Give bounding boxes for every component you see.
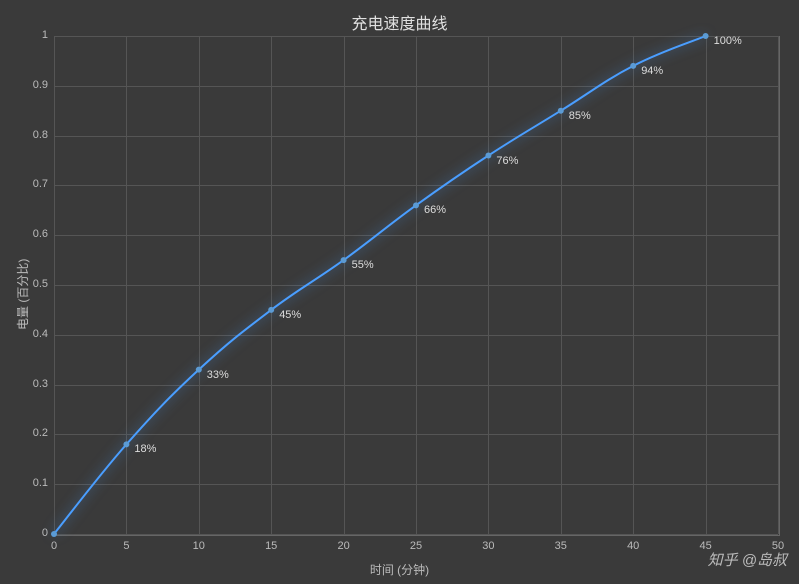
data-point <box>123 441 129 447</box>
data-point-label: 33% <box>207 369 229 381</box>
data-point-label: 76% <box>496 155 518 167</box>
data-point <box>485 153 491 159</box>
data-point <box>703 33 709 39</box>
data-point-label: 45% <box>279 309 301 321</box>
data-point-label: 85% <box>569 110 591 122</box>
chart-container: 充电速度曲线 电量 (百分比) 时间 (分钟) 知乎 @岛叔 051015202… <box>0 0 799 584</box>
data-point <box>413 202 419 208</box>
data-point <box>630 63 636 69</box>
data-point-label: 100% <box>714 35 742 47</box>
data-point-label: 66% <box>424 204 446 216</box>
data-point-label: 94% <box>641 65 663 77</box>
series-line <box>54 36 706 534</box>
data-point <box>558 108 564 114</box>
data-point <box>268 307 274 313</box>
data-point-label: 55% <box>352 259 374 271</box>
data-point-label: 18% <box>134 443 156 455</box>
data-point <box>196 367 202 373</box>
data-point <box>51 531 57 537</box>
series-svg <box>0 0 799 584</box>
data-point <box>341 257 347 263</box>
